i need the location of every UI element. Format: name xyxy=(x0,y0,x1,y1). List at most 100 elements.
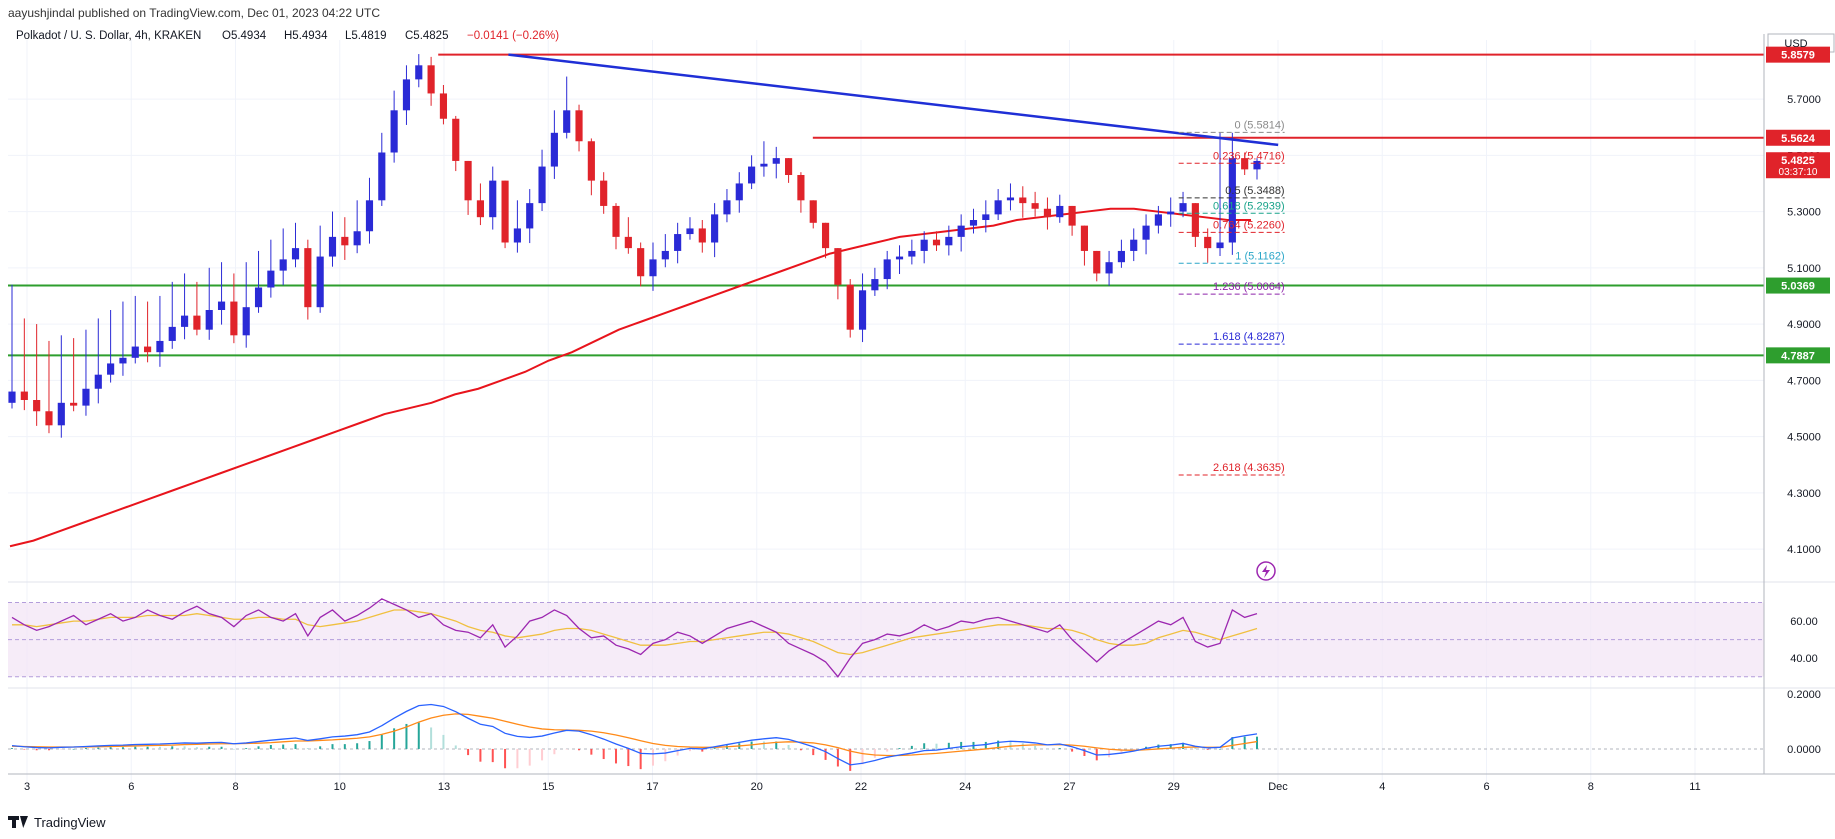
x-tick-label: 13 xyxy=(438,781,450,793)
candle xyxy=(945,236,953,246)
macd-histogram-bar xyxy=(134,746,137,749)
rsi-band xyxy=(8,602,1764,678)
candle xyxy=(1154,214,1162,226)
candle xyxy=(476,200,484,218)
macd-tick-label: 0.0000 xyxy=(1787,744,1821,756)
ohlc-open: O5.4934 xyxy=(222,30,267,42)
candle xyxy=(267,270,275,288)
macd-histogram-bar xyxy=(1071,748,1074,752)
candle xyxy=(1031,203,1039,209)
macd-histogram-bar xyxy=(417,722,420,749)
candle xyxy=(1204,236,1212,249)
macd-histogram-bar xyxy=(1231,737,1234,749)
macd-histogram-bar xyxy=(442,734,445,749)
macd-histogram-bar xyxy=(306,748,309,749)
macd-histogram-bar xyxy=(343,744,346,749)
candle xyxy=(711,214,719,243)
macd-histogram-bar xyxy=(762,741,765,749)
candle xyxy=(230,301,238,336)
y-tick-label: 5.3000 xyxy=(1787,207,1821,219)
candle xyxy=(982,214,990,220)
macd-histogram-bar xyxy=(368,741,371,749)
macd-histogram-bar xyxy=(23,748,26,750)
candle xyxy=(20,391,28,400)
macd-histogram-bar xyxy=(393,728,396,749)
macd-histogram-bar xyxy=(688,748,691,752)
candle xyxy=(600,180,608,206)
candle xyxy=(797,175,805,201)
candle xyxy=(242,307,250,336)
candle xyxy=(809,200,817,223)
macd-histogram-bar xyxy=(405,723,408,749)
candle xyxy=(994,200,1002,215)
macd-histogram-bar xyxy=(886,748,889,752)
macd-histogram-bar xyxy=(158,746,161,749)
tradingview-logo-icon xyxy=(8,816,28,828)
candle xyxy=(908,250,916,257)
macd-histogram-bar xyxy=(1108,748,1111,758)
candle xyxy=(698,228,706,243)
candle xyxy=(217,301,226,310)
macd-histogram-bar xyxy=(615,748,618,764)
candle xyxy=(969,220,978,226)
candle xyxy=(674,234,682,251)
macd-histogram-bar xyxy=(109,747,112,749)
macd-histogram-bar xyxy=(1169,744,1172,749)
macd-histogram-bar xyxy=(553,748,556,755)
candle xyxy=(452,118,460,161)
rsi-pane[interactable] xyxy=(11,598,1258,678)
candle xyxy=(1043,208,1052,218)
tradingview-logo[interactable]: TradingView xyxy=(8,812,106,832)
macd-histogram-bar xyxy=(257,746,260,749)
macd-histogram-bar xyxy=(294,744,297,749)
candle xyxy=(624,236,632,249)
macd-histogram-bar xyxy=(849,748,852,771)
macd-tick-label: 0.2000 xyxy=(1787,689,1821,701)
macd-histogram-bar xyxy=(541,748,544,761)
macd-histogram-bar xyxy=(282,744,285,749)
macd-histogram-bar xyxy=(479,748,482,762)
candle xyxy=(1228,158,1236,243)
macd-histogram-bar xyxy=(171,746,174,749)
macd-pane[interactable] xyxy=(8,703,1764,771)
fib-level-label: 0.236 (5.4716) xyxy=(1213,150,1285,162)
candle xyxy=(70,402,78,406)
candle xyxy=(834,248,842,285)
candle xyxy=(612,205,620,237)
macd-histogram-bar xyxy=(1206,748,1209,750)
candle xyxy=(94,374,102,389)
candle xyxy=(513,228,521,243)
macd-histogram-bar xyxy=(787,745,790,749)
macd-histogram-bar xyxy=(1083,748,1086,756)
fib-level-label: 1 (5.1162) xyxy=(1235,250,1284,262)
candle xyxy=(304,248,312,308)
x-tick-label: 8 xyxy=(1588,781,1594,793)
x-tick-label: 24 xyxy=(959,781,971,793)
candle xyxy=(563,110,571,133)
price-pane[interactable] xyxy=(8,53,1764,548)
candle xyxy=(365,200,374,232)
candle xyxy=(661,250,669,260)
candle xyxy=(895,256,904,260)
candle xyxy=(526,203,534,229)
x-tick-label: 17 xyxy=(646,781,658,793)
macd-histogram-bar xyxy=(836,748,839,767)
candle xyxy=(156,340,164,353)
price-label-resistance: 5.5624 xyxy=(1781,133,1816,145)
macd-histogram-bar xyxy=(898,748,901,749)
y-tick-label: 4.1000 xyxy=(1787,544,1821,556)
macd-line xyxy=(11,703,1258,766)
candle xyxy=(637,248,645,277)
macd-histogram-bar xyxy=(935,743,938,749)
symbol-name[interactable]: Polkadot / U. S. Dollar, 4h, KRAKEN xyxy=(16,30,202,42)
candle xyxy=(1019,197,1027,204)
x-tick-label: 29 xyxy=(1168,781,1180,793)
macd-histogram-bar xyxy=(504,748,507,769)
y-tick-label: 4.9000 xyxy=(1787,319,1821,331)
macd-histogram-bar xyxy=(528,748,531,766)
x-tick-label: 20 xyxy=(751,781,763,793)
macd-histogram-bar xyxy=(319,746,322,749)
macd-histogram-bar xyxy=(1120,748,1123,754)
